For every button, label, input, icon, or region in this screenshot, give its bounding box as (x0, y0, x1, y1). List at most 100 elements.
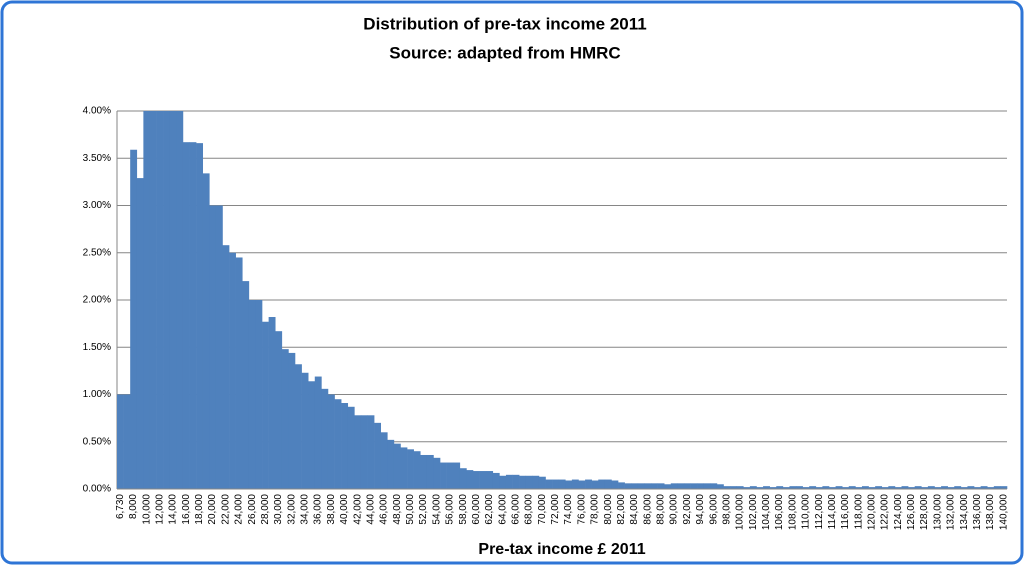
x-tick-label: 16,000 (181, 494, 192, 525)
bar (809, 486, 817, 489)
x-tick-label: 50,000 (405, 494, 416, 525)
x-tick-label: 120,000 (866, 494, 877, 531)
bar (664, 484, 672, 489)
bar (446, 462, 454, 489)
bar (262, 321, 269, 489)
bar (308, 381, 316, 489)
x-tick-label: 88,000 (656, 494, 667, 525)
bar (473, 471, 480, 489)
bar (835, 486, 843, 489)
bar (301, 372, 309, 489)
bar (123, 394, 131, 489)
bar (486, 471, 494, 489)
x-tick-label: 136,000 (972, 494, 983, 531)
x-tick-label: 70,000 (537, 494, 548, 525)
bar (136, 178, 144, 489)
bar (789, 486, 797, 489)
bar (861, 486, 869, 489)
x-tick-label: 128,000 (919, 494, 930, 531)
bar (479, 471, 487, 489)
bar (941, 486, 948, 489)
y-tick-label: 2.00% (83, 295, 111, 306)
x-tick-label: 14,000 (168, 494, 179, 525)
y-tick-label: 3.00% (83, 200, 111, 211)
bar (604, 479, 612, 489)
bar (407, 449, 414, 489)
x-tick-label: 60,000 (471, 494, 482, 525)
x-tick-label: 126,000 (906, 494, 917, 531)
bar (894, 487, 902, 489)
x-tick-label: 28,000 (260, 494, 271, 525)
bar (730, 486, 738, 489)
x-tick-label: 56,000 (445, 494, 456, 525)
bar (229, 252, 236, 489)
x-tick-label: 106,000 (774, 494, 785, 531)
bar (921, 487, 929, 489)
bar (295, 364, 302, 489)
x-tick-label: 58,000 (458, 494, 469, 525)
x-tick-label: 44,000 (365, 494, 376, 525)
bar (163, 111, 171, 489)
bar (347, 406, 355, 489)
bar (611, 480, 619, 489)
bar (723, 486, 731, 489)
bar (512, 474, 520, 489)
bar (769, 487, 777, 489)
bar (716, 484, 724, 489)
bar (703, 483, 711, 489)
bar (657, 483, 665, 489)
x-tick-label: 68,000 (524, 494, 535, 525)
x-tick-label: 34,000 (300, 494, 311, 525)
bar (130, 149, 138, 489)
bar (802, 487, 810, 489)
bar (288, 352, 296, 489)
bar (215, 205, 223, 489)
x-tick-label: 26,000 (247, 494, 258, 525)
x-tick-label: 18,000 (194, 494, 205, 525)
x-tick-label: 90,000 (669, 494, 680, 525)
x-tick-label: 118,000 (853, 494, 864, 530)
chart-title: Distribution of pre-tax income 2011 (363, 14, 646, 33)
x-tick-label: 80,000 (603, 494, 614, 525)
bar (618, 482, 625, 489)
bar (176, 111, 184, 489)
y-tick-label: 2.50% (83, 247, 111, 258)
bar (552, 479, 560, 489)
x-tick-label: 22,000 (220, 494, 231, 525)
bar (710, 483, 718, 489)
bar (815, 487, 823, 489)
x-tick-label: 112,000 (814, 494, 825, 530)
bar (954, 486, 962, 489)
x-tick-label: 132,000 (946, 494, 957, 531)
bar (683, 483, 691, 489)
x-tick-label: 138,000 (985, 494, 996, 531)
bar (255, 300, 263, 489)
x-tick-label: 48,000 (392, 494, 403, 525)
bar (426, 454, 434, 489)
bar (637, 483, 645, 489)
bar (974, 487, 981, 489)
bar (182, 142, 190, 489)
bar (202, 173, 210, 489)
x-tick-label: 12,000 (154, 494, 165, 525)
bar (868, 487, 876, 489)
chart-subtitle: Source: adapted from HMRC (389, 43, 620, 62)
bar (525, 475, 533, 489)
bar (327, 394, 335, 489)
y-tick-label: 0.00% (83, 484, 111, 495)
bar (677, 483, 685, 489)
bar (743, 487, 751, 489)
bar (505, 474, 513, 489)
bar (1000, 486, 1008, 489)
bar (756, 487, 764, 489)
bar (499, 475, 507, 489)
bar (321, 388, 329, 489)
bar (235, 257, 243, 489)
bar (598, 479, 606, 489)
bar (947, 487, 955, 489)
bar (848, 486, 856, 489)
bar (420, 454, 428, 489)
bar (796, 486, 803, 489)
x-tick-label: 8,000 (128, 494, 139, 519)
